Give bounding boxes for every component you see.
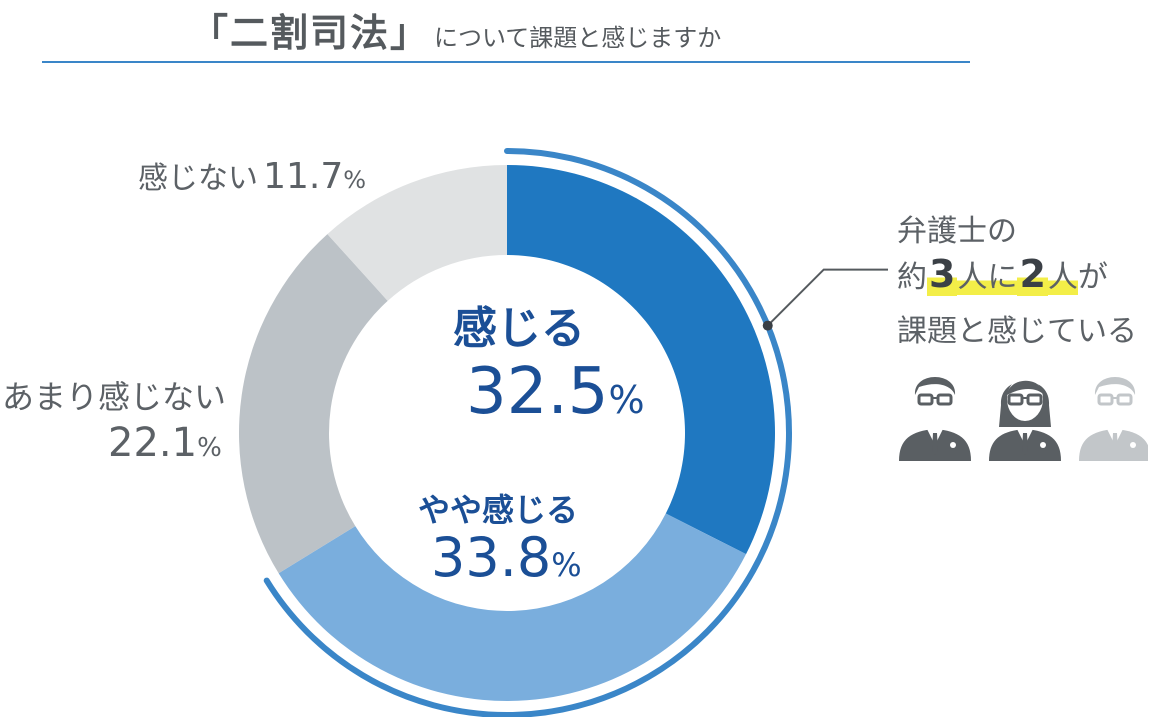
annotation-num1: 3 (927, 252, 958, 296)
highlight-arc (263, 148, 792, 717)
label-amari-pct-text: 22.1 (108, 420, 198, 466)
chart-title: 「二割司法」 について課題と感じますか (190, 2, 721, 57)
label-kanjiru-cat: 感じる (453, 303, 585, 354)
donut-slice-0 (507, 165, 775, 555)
annotation-mid1: 人に (957, 260, 1018, 295)
label-yaya-cat: やや感じる (418, 491, 579, 529)
label-kanjinai-unit: % (343, 166, 367, 194)
annotation-suffix: が (1077, 260, 1108, 295)
label-kanjiru-pct-text: 32.5 (466, 355, 609, 429)
label-kanjiru-unit: % (608, 378, 645, 422)
label-yaya-unit: % (551, 546, 582, 584)
title-sub: について課題と感じますか (434, 24, 722, 52)
annotation-line3: 課題と感じている (897, 314, 1137, 349)
label-amari-pct: 22.1% (108, 420, 222, 466)
annotation-num2: 2 (1017, 252, 1048, 296)
donut-slice-1 (278, 513, 747, 702)
people-icons (899, 377, 1148, 461)
annotation-line2: 約3人に2人が (897, 252, 1108, 296)
label-amari-unit: % (197, 433, 222, 463)
label-kanjinai-pct: 11.7 (263, 156, 344, 197)
woman-with-glasses-icon (989, 377, 1061, 461)
donut-slice-2 (238, 234, 388, 574)
label-yaya-pct-text: 33.8 (431, 526, 552, 589)
label-yaya-pct: 33.8% (431, 526, 582, 589)
label-kanjiru-pct: 32.5% (466, 355, 645, 429)
label-amari-cat-text: あまり感じない (2, 378, 227, 416)
man-with-glasses-faded-icon (1079, 377, 1148, 461)
annotation-dot (762, 320, 773, 331)
title-underline (42, 61, 970, 63)
annotation-mid2: 人 (1047, 260, 1078, 295)
label-kanjinai: 感じない 11.7% (138, 153, 366, 197)
title-main: 「二割司法」 (190, 11, 431, 55)
annotation-leader-line (767, 268, 888, 327)
label-amari-cat: あまり感じない (2, 372, 226, 418)
man-with-glasses-icon (899, 377, 971, 461)
annotation-prefix: 約 (897, 260, 927, 295)
donut-slice-3 (327, 165, 507, 301)
annotation-line1: 弁護士の (897, 214, 1017, 249)
label-kanjinai-cat: 感じない (138, 161, 258, 196)
